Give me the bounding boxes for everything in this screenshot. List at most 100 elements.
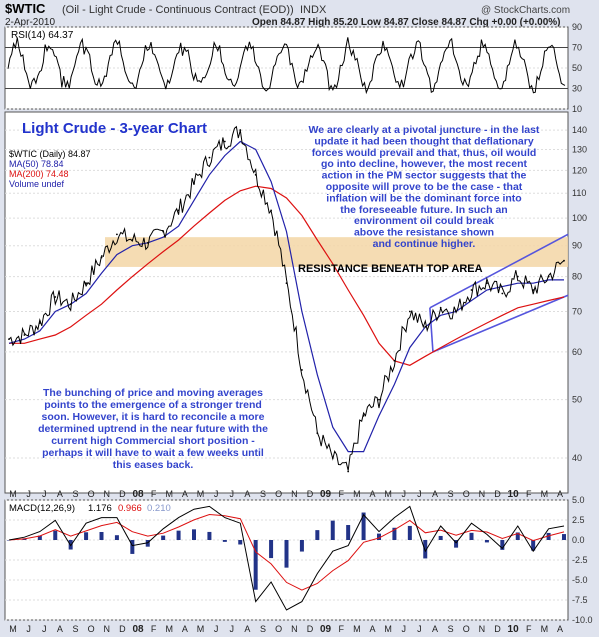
x-month-label: D	[119, 624, 126, 634]
price-tick-label: 90	[572, 241, 582, 251]
annotation-top-line: inflation will be the dominant force int…	[326, 192, 521, 204]
macd-signal-line	[8, 513, 565, 591]
x-month-label: S	[73, 489, 79, 499]
price-point	[193, 182, 195, 185]
legend-price: $WTIC (Daily) 84.87	[9, 149, 91, 159]
macd-hist-bar	[207, 531, 212, 540]
x-month-label: O	[463, 624, 470, 634]
x-month-label: J	[401, 489, 406, 499]
macd-hist-bar	[145, 540, 150, 547]
annotation-bottom-line: perhaps it will have to wait a few weeks…	[42, 447, 264, 459]
legend-volume: Volume undef	[9, 179, 65, 189]
price-tick-label: 40	[572, 453, 582, 463]
x-month-label: M	[197, 624, 205, 634]
price-point	[23, 334, 26, 336]
rsi-tick-label: 10	[572, 104, 582, 114]
x-month-label: F	[151, 489, 157, 499]
ma200-line	[9, 185, 565, 366]
price-tick-label: 80	[572, 272, 582, 282]
annotation-bottom-line: current high Commercial short position -	[51, 435, 255, 447]
macd-hist-bar	[484, 540, 489, 543]
price-tick-label: 120	[572, 165, 587, 175]
macd-hist-bar	[346, 525, 351, 540]
annotation-top: We are clearly at a pivotal juncture - i…	[309, 124, 540, 250]
x-month-label: N	[479, 624, 486, 634]
price-point	[69, 303, 72, 306]
macd-hist-value: 0.210	[147, 503, 171, 514]
macd-hist-bar	[392, 527, 397, 540]
macd-hist-bar	[562, 534, 566, 540]
macd-hist-bar	[531, 540, 536, 551]
rsi-tick-label: 50	[572, 63, 582, 73]
price-point	[408, 310, 411, 313]
annotation-top-line: update it had been thought that deflatio…	[314, 135, 533, 147]
x-month-label: A	[557, 624, 563, 634]
x-month-label: J	[42, 624, 47, 634]
annotation-top-line: the foreseeable future. In such an	[340, 204, 507, 216]
macd-axis: 5.0 2.5 0.0 -2.5 -5.0 -7.5 -10.0	[572, 495, 593, 625]
annotation-top-line: We are clearly at a pivotal juncture - i…	[309, 124, 540, 136]
x-month-label: D	[307, 624, 314, 634]
macd-hist-bar	[222, 540, 227, 542]
macd-hist-bar	[53, 530, 58, 540]
price-point	[347, 470, 350, 473]
x-month-label: N	[479, 489, 486, 499]
x-month-label: F	[338, 624, 344, 634]
price-line	[8, 125, 565, 471]
price-point	[424, 326, 427, 328]
annotation-bottom-line: points to the emergence of a stronger tr…	[44, 399, 262, 411]
price-point	[239, 129, 242, 131]
annotation-bottom-line: The bunching of price and moving average…	[43, 387, 263, 399]
annotation-top-line: opposite will prove to be the case - tha…	[326, 181, 523, 193]
macd-hist-bar	[269, 540, 274, 559]
x-month-label: M	[541, 624, 549, 634]
channel-left-line	[429, 307, 434, 352]
chart-title: Light Crude - 3-year Chart	[22, 120, 207, 137]
legend-ma50: MA(50) 78.84	[9, 159, 64, 169]
x-month-label: J	[230, 489, 235, 499]
price-point	[223, 140, 226, 143]
x-month-label: S	[448, 489, 454, 499]
price-point	[470, 289, 473, 291]
x-month-label: A	[182, 489, 188, 499]
price-point	[362, 414, 365, 417]
x-month-label: O	[88, 624, 95, 634]
macd-label: MACD(12,26,9)	[9, 503, 75, 514]
macd-tick-label: -2.5	[572, 555, 588, 565]
resistance-band	[105, 237, 568, 267]
macd-tick-label: 2.5	[572, 515, 585, 525]
macd-tick-label: 5.0	[572, 495, 585, 505]
x-month-label: F	[526, 624, 532, 634]
price-point	[116, 233, 118, 236]
legend-ma200: MA(200) 74.48	[9, 169, 69, 179]
price-point	[208, 156, 211, 159]
price-point	[177, 209, 180, 212]
macd-hist-bar	[114, 535, 119, 540]
price-tick-label: 130	[572, 144, 587, 154]
x-month-label: J	[214, 489, 219, 499]
x-month-label: D	[307, 489, 314, 499]
exchange-label: INDX	[300, 4, 327, 16]
macd-hist-bar	[454, 540, 459, 548]
x-month-label: N	[291, 489, 298, 499]
ohlc-label: Open 84.87 High 85.20 Low 84.87 Close 84…	[252, 17, 560, 28]
price-point	[146, 241, 149, 244]
x-month-label: A	[244, 489, 250, 499]
price-point	[331, 457, 334, 459]
price-tick-label: 100	[572, 213, 587, 223]
x-month-label: O	[275, 624, 282, 634]
x-month-label: M	[9, 624, 17, 634]
macd-hist-bar	[407, 525, 412, 540]
price-point	[285, 282, 288, 285]
x-year-label: 10	[508, 489, 520, 500]
price-point	[54, 296, 57, 298]
rsi-line	[7, 37, 566, 95]
channel-lower-line	[432, 294, 569, 353]
x-month-label: J	[26, 489, 31, 499]
x-axis-top: M J J A S O N D 08 F M A M J J A S O N D 09 F M A M J J A S O N D 10 F M A	[9, 489, 563, 500]
x-month-label: O	[275, 489, 282, 499]
x-month-label: M	[541, 489, 549, 499]
x-month-label: N	[104, 624, 111, 634]
price-point	[100, 256, 103, 259]
